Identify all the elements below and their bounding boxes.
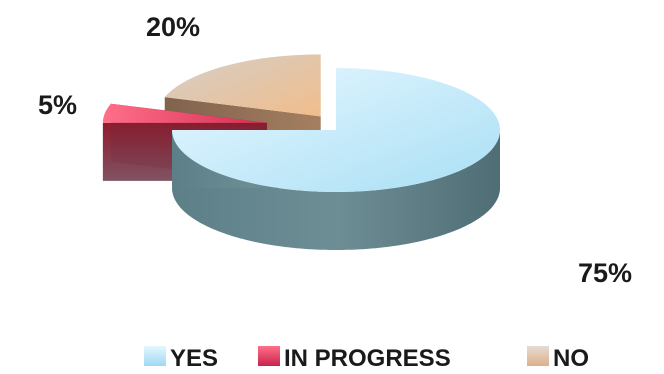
slice-top-in-progress	[102, 103, 267, 123]
legend-label-yes: YES	[170, 345, 218, 372]
pie-slice-yes	[172, 68, 500, 250]
data-label-yes: 75%	[578, 258, 632, 288]
slice-top-yes	[172, 68, 500, 192]
legend-label-in-progress: IN PROGRESS	[284, 345, 451, 372]
legend-swatch-no	[527, 346, 549, 366]
legend-item-in-progress: IN PROGRESS	[258, 345, 451, 372]
data-label-no: 20%	[146, 12, 200, 42]
legend-swatch-in-progress	[258, 346, 280, 366]
legend-swatch-yes	[144, 346, 166, 366]
slice-side-yes	[172, 128, 500, 250]
legend-label-no: NO	[553, 345, 589, 372]
legend-item-no: NO	[527, 345, 589, 372]
slice-top-no	[164, 54, 321, 117]
legend-item-yes: YES	[144, 345, 218, 372]
data-label-in-progress: 5%	[38, 90, 77, 120]
